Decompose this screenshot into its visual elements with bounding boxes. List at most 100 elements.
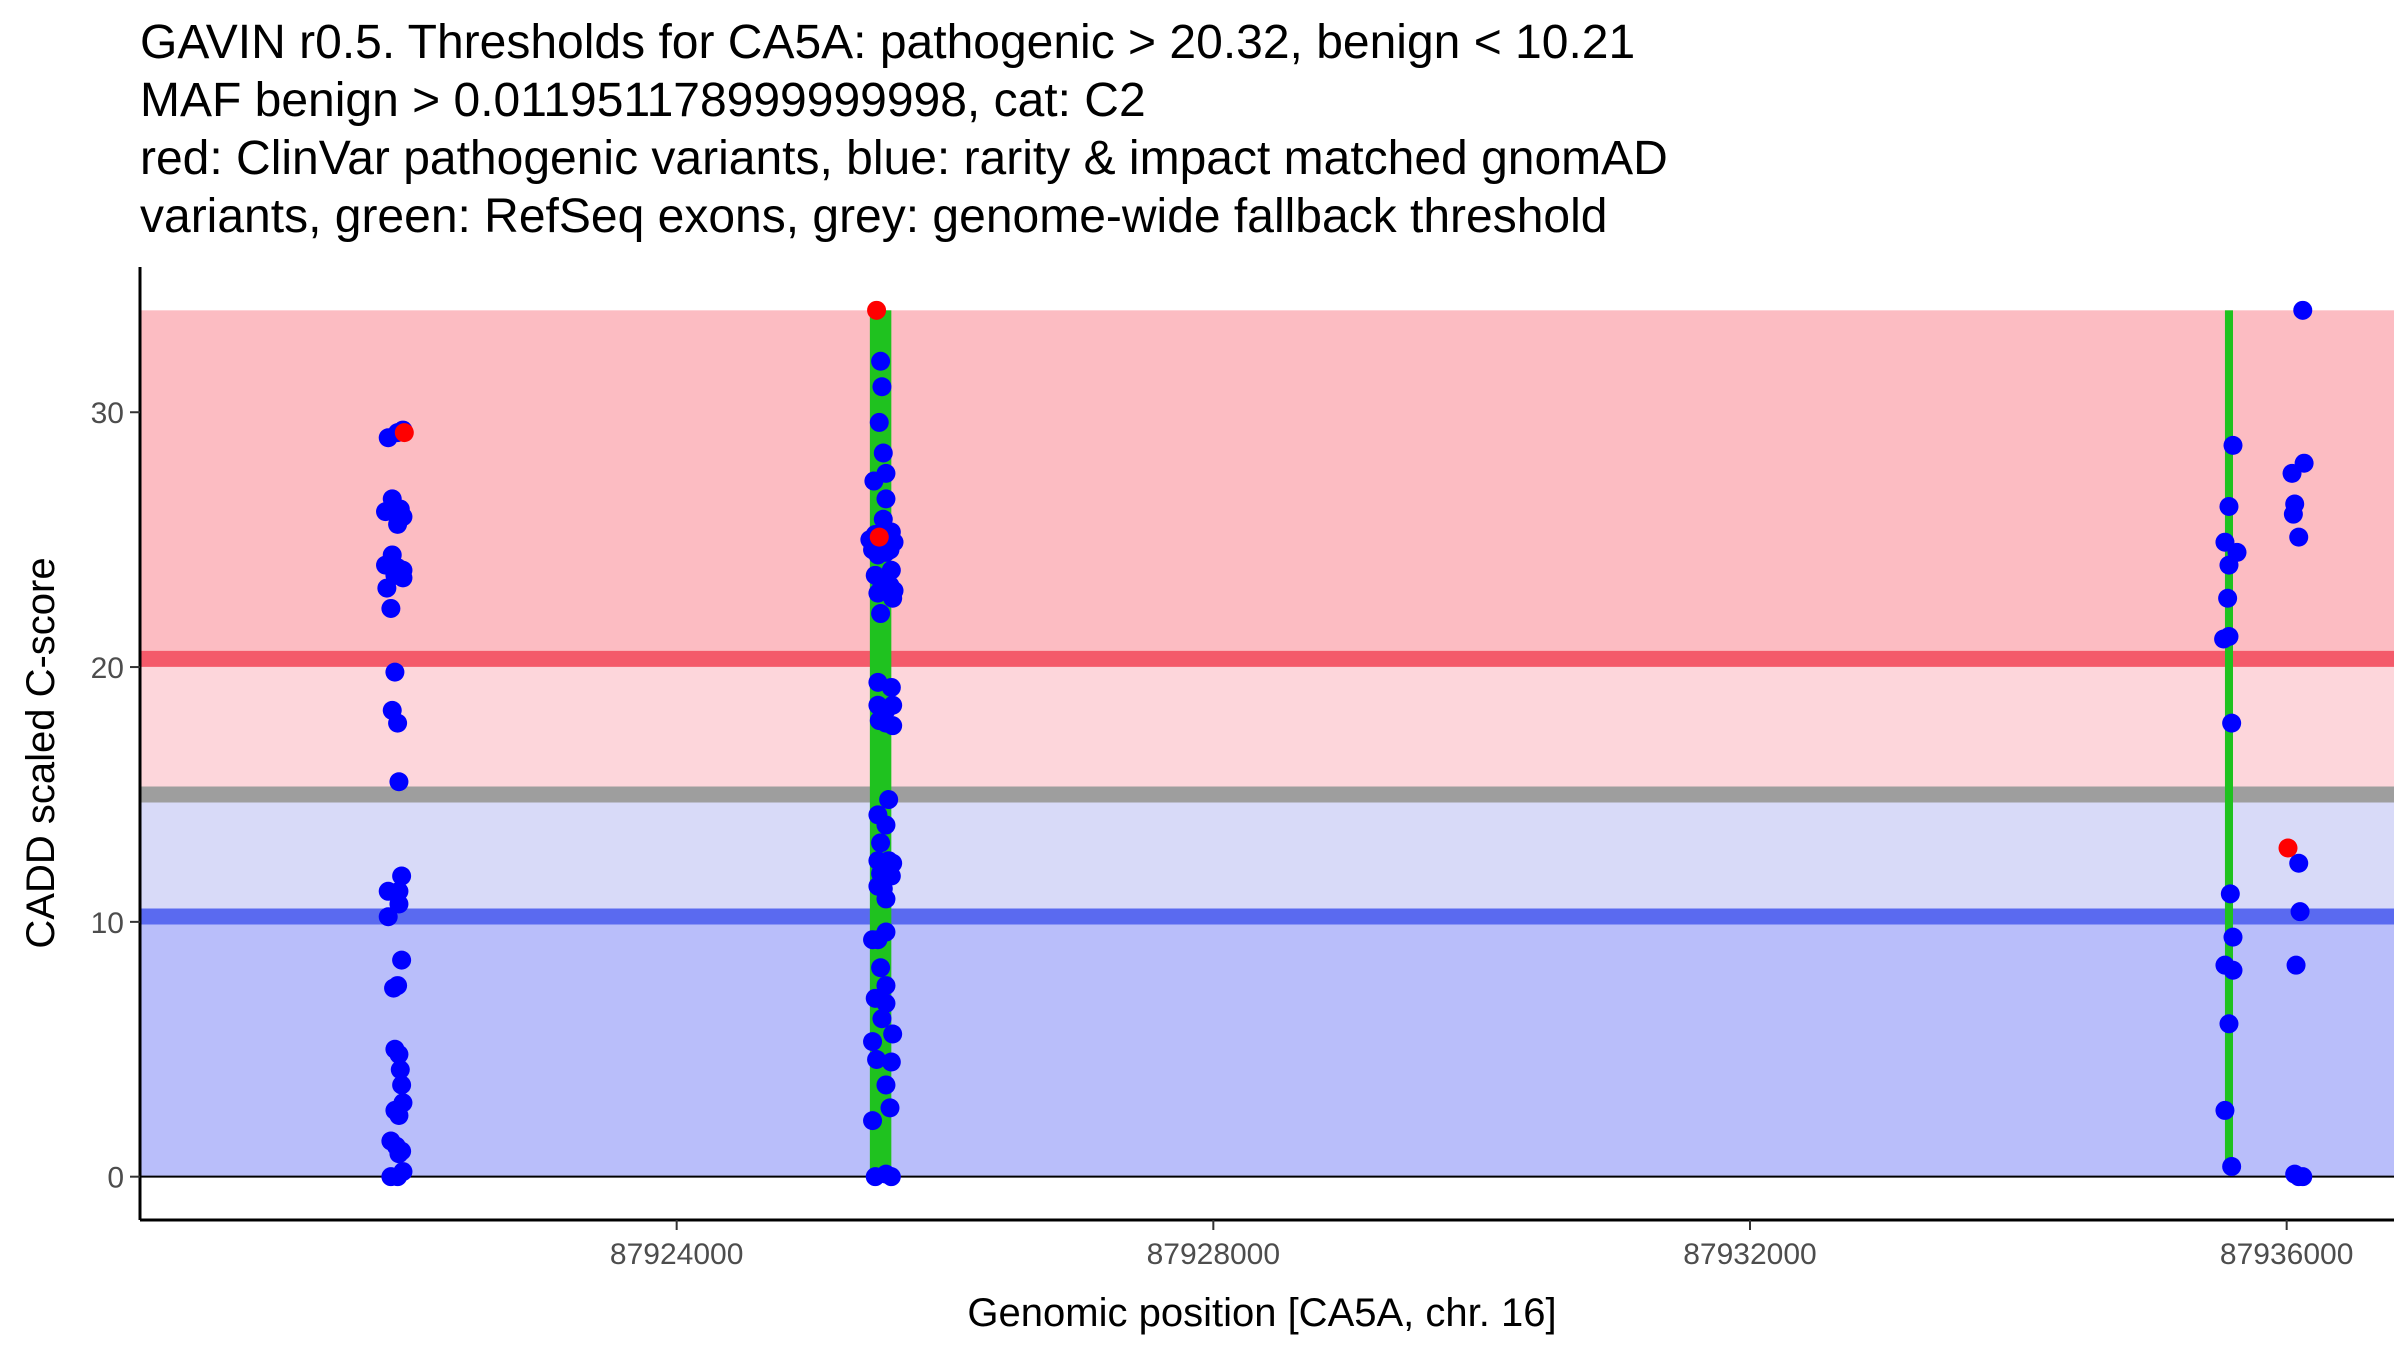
point-gnomad-75 (883, 716, 903, 736)
point-gnomad-30 (389, 1044, 409, 1064)
x-tick-label: 87924000 (610, 1238, 743, 1271)
point-gnomad-115 (2222, 713, 2242, 733)
point-gnomad-46 (873, 443, 893, 463)
x-tick-label: 87936000 (2220, 1238, 2353, 1271)
point-gnomad-134 (2293, 1167, 2313, 1187)
band-pathogenic-region (140, 310, 2394, 659)
point-gnomad-96 (872, 1009, 892, 1029)
point-gnomad-13 (377, 578, 397, 598)
point-gnomad-42 (393, 1162, 413, 1182)
point-gnomad-69 (881, 677, 901, 697)
point-gnomad-79 (871, 833, 891, 853)
point-gnomad-19 (388, 713, 408, 733)
point-gnomad-43 (871, 351, 891, 371)
y-tick-label: 10 (91, 907, 124, 940)
point-gnomad-14 (381, 598, 401, 618)
band-intermediate-lower (140, 794, 2394, 917)
point-gnomad-116 (2220, 884, 2240, 904)
point-gnomad-67 (871, 604, 891, 624)
point-gnomad-91 (876, 922, 896, 942)
point-gnomad-23 (392, 866, 412, 886)
point-gnomad-5 (376, 502, 396, 522)
point-gnomad-121 (2215, 1100, 2235, 1120)
title-line-4: variants, green: RefSeq exons, grey: gen… (140, 190, 1608, 243)
point-gnomad-60 (881, 560, 901, 580)
point-gnomad-119 (2223, 960, 2243, 980)
point-gnomad-25 (389, 894, 409, 914)
point-gnomad-8 (390, 499, 410, 519)
point-gnomad-106 (881, 1167, 901, 1187)
point-gnomad-65 (868, 583, 888, 603)
title-line-3: red: ClinVar pathogenic variants, blue: … (140, 132, 1668, 185)
point-gnomad-32 (392, 1075, 412, 1095)
point-clinvar-pathogenic-2 (869, 527, 889, 547)
point-gnomad-103 (863, 1111, 883, 1131)
point-gnomad-66 (883, 588, 903, 608)
threshold-bands (140, 310, 2394, 1177)
point-gnomad-59 (876, 542, 896, 562)
point-gnomad-101 (876, 1075, 896, 1095)
point-gnomad-72 (883, 695, 903, 715)
exon-bar-2 (2224, 310, 2233, 1167)
band-intermediate-upper (140, 658, 2394, 795)
point-gnomad-107 (2223, 435, 2243, 455)
axes (138, 267, 2394, 1222)
point-gnomad-31 (390, 1060, 410, 1080)
point-clinvar-pathogenic-3 (394, 423, 414, 443)
point-clinvar-pathogenic-4 (2278, 838, 2298, 858)
point-gnomad-76 (879, 790, 899, 810)
point-gnomad-129 (2289, 853, 2309, 873)
point-gnomad-93 (876, 976, 896, 996)
point-gnomad-24 (378, 907, 398, 927)
y-tick-label: 30 (91, 397, 124, 430)
point-gnomad-44 (872, 377, 892, 397)
point-gnomad-124 (2294, 453, 2314, 473)
point-gnomad-35 (389, 1106, 409, 1126)
point-gnomad-49 (876, 489, 896, 509)
point-gnomad-128 (2293, 300, 2313, 320)
point-gnomad-98 (863, 1032, 883, 1052)
point-gnomad-28 (388, 976, 408, 996)
point-gnomad-17 (385, 662, 405, 682)
point-gnomad-48 (864, 471, 884, 491)
point-gnomad-39 (392, 1141, 412, 1161)
point-gnomad-108 (2219, 497, 2239, 517)
point-gnomad-92 (871, 958, 891, 978)
axis-ticks: 87924000 87928000 87932000 87936000 0 10 20 30 (91, 397, 2354, 1271)
chart-title: GAVIN r0.5. Thresholds for CA5A: pathoge… (140, 14, 1668, 246)
point-gnomad-120 (2219, 1014, 2239, 1034)
point-gnomad-45 (869, 412, 889, 432)
point-gnomad-97 (883, 1024, 903, 1044)
point-clinvar-pathogenic-1 (867, 300, 887, 320)
x-tick-label: 87932000 (1683, 1238, 1816, 1271)
point-gnomad-100 (881, 1052, 901, 1072)
point-gnomad-112 (2218, 588, 2238, 608)
point-gnomad-78 (876, 815, 896, 835)
point-gnomad-114 (2219, 626, 2239, 646)
point-gnomad-99 (867, 1049, 887, 1069)
y-tick-label: 20 (91, 652, 124, 685)
y-axis-label: CADD scaled C-score (19, 557, 63, 948)
threshold-lines (140, 650, 2394, 925)
point-gnomad-95 (876, 993, 896, 1013)
point-gnomad-102 (880, 1098, 900, 1118)
point-gnomad-130 (2290, 902, 2310, 922)
point-gnomad-26 (392, 950, 412, 970)
variant-points (376, 300, 2314, 1187)
x-tick-label: 87928000 (1147, 1238, 1280, 1271)
point-gnomad-117 (2223, 927, 2243, 947)
point-gnomad-131 (2286, 955, 2306, 975)
x-axis-label: Genomic position [CA5A, chr. 16] (967, 1291, 1556, 1335)
point-gnomad-111 (2219, 555, 2239, 575)
point-gnomad-16 (393, 560, 413, 580)
band-benign-region (140, 916, 2394, 1177)
point-gnomad-127 (2289, 527, 2309, 547)
point-gnomad-126 (2283, 504, 2303, 524)
point-gnomad-122 (2222, 1156, 2242, 1176)
y-tick-label: 0 (107, 1162, 124, 1195)
title-line-1: GAVIN r0.5. Thresholds for CA5A: pathoge… (140, 16, 1636, 69)
title-line-2: MAF benign > 0.011951178999999998, cat: … (140, 74, 1146, 127)
point-gnomad-20 (389, 772, 409, 792)
point-gnomad-88 (876, 889, 896, 909)
